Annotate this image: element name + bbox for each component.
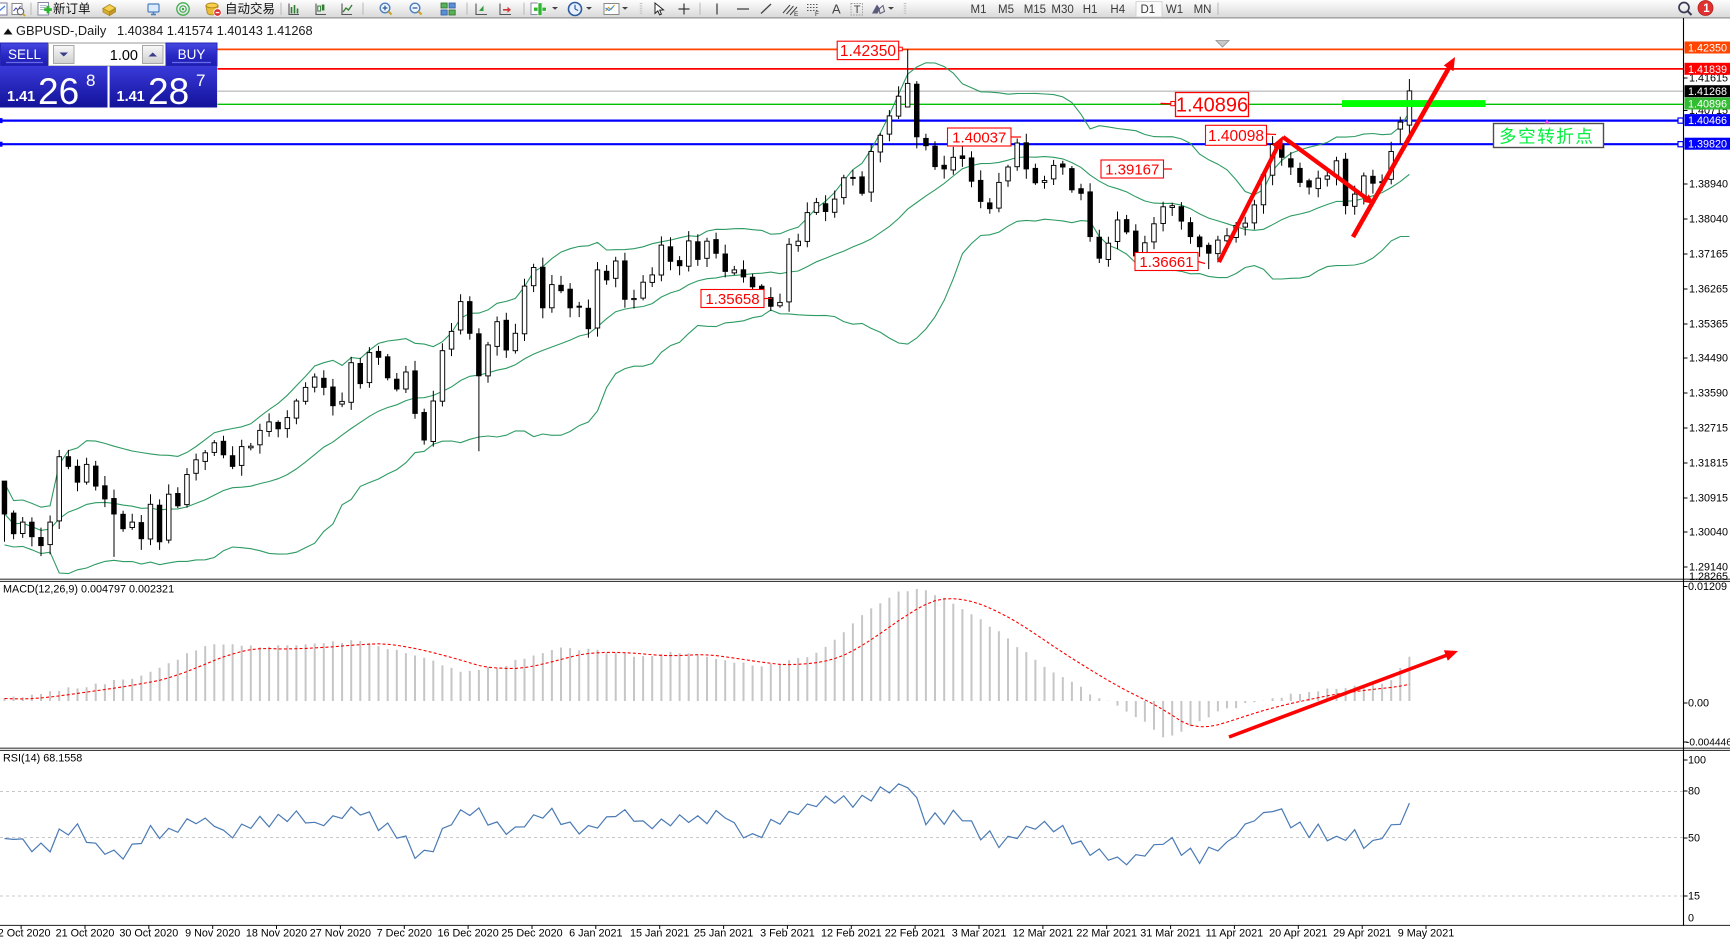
svg-text:1.40896: 1.40896	[1176, 95, 1248, 117]
svg-text:M5: M5	[998, 4, 1014, 16]
svg-text:18 Nov 2020: 18 Nov 2020	[246, 928, 307, 939]
svg-text:BUY: BUY	[178, 47, 206, 62]
svg-text:1.38040: 1.38040	[1689, 214, 1728, 226]
svg-text:1.30040: 1.30040	[1689, 527, 1728, 539]
svg-text:1.40896: 1.40896	[1688, 99, 1727, 111]
svg-text:15: 15	[1688, 891, 1700, 903]
svg-text:12 Feb 2021: 12 Feb 2021	[821, 928, 882, 939]
svg-text:25 Dec 2020: 25 Dec 2020	[501, 928, 562, 939]
svg-text:16 Dec 2020: 16 Dec 2020	[437, 928, 498, 939]
svg-text:1.36265: 1.36265	[1689, 284, 1728, 296]
svg-text:1.41615: 1.41615	[1689, 73, 1728, 85]
svg-text:1.40037: 1.40037	[952, 129, 1006, 146]
svg-text:29 Apr 2021: 29 Apr 2021	[1333, 928, 1391, 939]
svg-text:11 Apr 2021: 11 Apr 2021	[1206, 928, 1263, 939]
svg-text:0.00: 0.00	[1688, 698, 1709, 710]
svg-text:20 Apr 2021: 20 Apr 2021	[1269, 928, 1327, 939]
svg-text:1.00: 1.00	[110, 48, 138, 64]
svg-text:-0.004446: -0.004446	[1686, 738, 1730, 749]
svg-text:H4: H4	[1110, 4, 1125, 16]
svg-text:3 Mar 2021: 3 Mar 2021	[952, 928, 1007, 939]
svg-text:22 Mar 2021: 22 Mar 2021	[1076, 928, 1137, 939]
svg-text:M15: M15	[1024, 4, 1046, 16]
svg-text:W1: W1	[1166, 4, 1183, 16]
svg-text:0: 0	[1688, 913, 1694, 925]
svg-text:E: E	[794, 11, 799, 18]
svg-text:1.42350: 1.42350	[1688, 43, 1727, 55]
svg-text:M1: M1	[971, 4, 987, 16]
svg-text:50: 50	[1688, 833, 1700, 845]
svg-text:1.33590: 1.33590	[1689, 388, 1728, 400]
svg-text:31 Mar 2021: 31 Mar 2021	[1140, 928, 1201, 939]
svg-text:MN: MN	[1194, 4, 1212, 16]
svg-text:1.29140: 1.29140	[1689, 562, 1728, 574]
svg-text:7 Dec 2020: 7 Dec 2020	[377, 928, 432, 939]
svg-text:1.37165: 1.37165	[1689, 249, 1728, 261]
svg-text:1.42350: 1.42350	[840, 43, 896, 60]
svg-text:1.30915: 1.30915	[1689, 493, 1728, 505]
svg-text:1.40098: 1.40098	[1208, 128, 1264, 145]
svg-text:MACD(12,26,9) 0.004797 0.00232: MACD(12,26,9) 0.004797 0.002321	[3, 584, 174, 596]
svg-text:21 Oct 2020: 21 Oct 2020	[56, 928, 115, 939]
svg-text:1.36661: 1.36661	[1139, 254, 1193, 271]
svg-text:F: F	[815, 11, 819, 18]
svg-text:15 Jan 2021: 15 Jan 2021	[630, 928, 689, 939]
svg-text:30 Oct 2020: 30 Oct 2020	[119, 928, 178, 939]
svg-text:1.38940: 1.38940	[1689, 179, 1728, 191]
svg-text:1.32715: 1.32715	[1689, 423, 1728, 435]
svg-text:1: 1	[1703, 3, 1710, 15]
svg-text:M30: M30	[1051, 4, 1073, 16]
svg-text:1.41839: 1.41839	[1688, 64, 1727, 76]
svg-text:1.39820: 1.39820	[1688, 139, 1727, 151]
svg-text:1.41268: 1.41268	[1688, 86, 1727, 98]
svg-text:9 May 2021: 9 May 2021	[1398, 928, 1454, 939]
svg-text:1.40466: 1.40466	[1688, 115, 1727, 127]
svg-text:80: 80	[1688, 786, 1700, 798]
svg-text:1.35658: 1.35658	[705, 291, 759, 308]
svg-text:22 Feb 2021: 22 Feb 2021	[885, 928, 946, 939]
svg-text:1.31815: 1.31815	[1689, 458, 1728, 470]
svg-text:1.41: 1.41	[7, 89, 35, 105]
svg-text:RSI(14) 68.1558: RSI(14) 68.1558	[3, 753, 82, 765]
svg-text:28: 28	[148, 71, 189, 112]
svg-text:多空转折点: 多空转折点	[1499, 127, 1595, 147]
svg-text:1.35365: 1.35365	[1689, 319, 1728, 331]
svg-text:SELL: SELL	[8, 47, 42, 62]
svg-text:3 Feb 2021: 3 Feb 2021	[760, 928, 815, 939]
svg-text:1.28265: 1.28265	[1689, 571, 1728, 583]
svg-text:25 Jan 2021: 25 Jan 2021	[694, 928, 753, 939]
svg-text:D1: D1	[1141, 4, 1156, 16]
svg-text:GBPUSD-,Daily 1.40384 1.4157: GBPUSD-,Daily 1.40384 1.41574 1.40143 1.…	[16, 23, 313, 38]
svg-text:27 Nov 2020: 27 Nov 2020	[310, 928, 371, 939]
svg-text:1.41: 1.41	[117, 89, 145, 105]
svg-text:9 Nov 2020: 9 Nov 2020	[185, 928, 240, 939]
svg-text:H1: H1	[1083, 4, 1098, 16]
svg-text:8: 8	[86, 71, 95, 90]
svg-text:1.39167: 1.39167	[1105, 161, 1159, 178]
svg-text:0.01209: 0.01209	[1688, 581, 1727, 593]
svg-text:A: A	[832, 2, 841, 17]
svg-text:T: T	[854, 4, 861, 16]
svg-text:6 Jan 2021: 6 Jan 2021	[569, 928, 622, 939]
svg-text:12 Oct 2020: 12 Oct 2020	[0, 928, 51, 939]
svg-text:自动交易: 自动交易	[225, 1, 275, 16]
svg-text:12 Mar 2021: 12 Mar 2021	[1013, 928, 1074, 939]
svg-text:1.34490: 1.34490	[1689, 353, 1728, 365]
svg-text:7: 7	[196, 71, 205, 90]
svg-text:新订单: 新订单	[53, 1, 91, 16]
svg-text:26: 26	[38, 71, 79, 112]
svg-text:100: 100	[1688, 755, 1706, 767]
